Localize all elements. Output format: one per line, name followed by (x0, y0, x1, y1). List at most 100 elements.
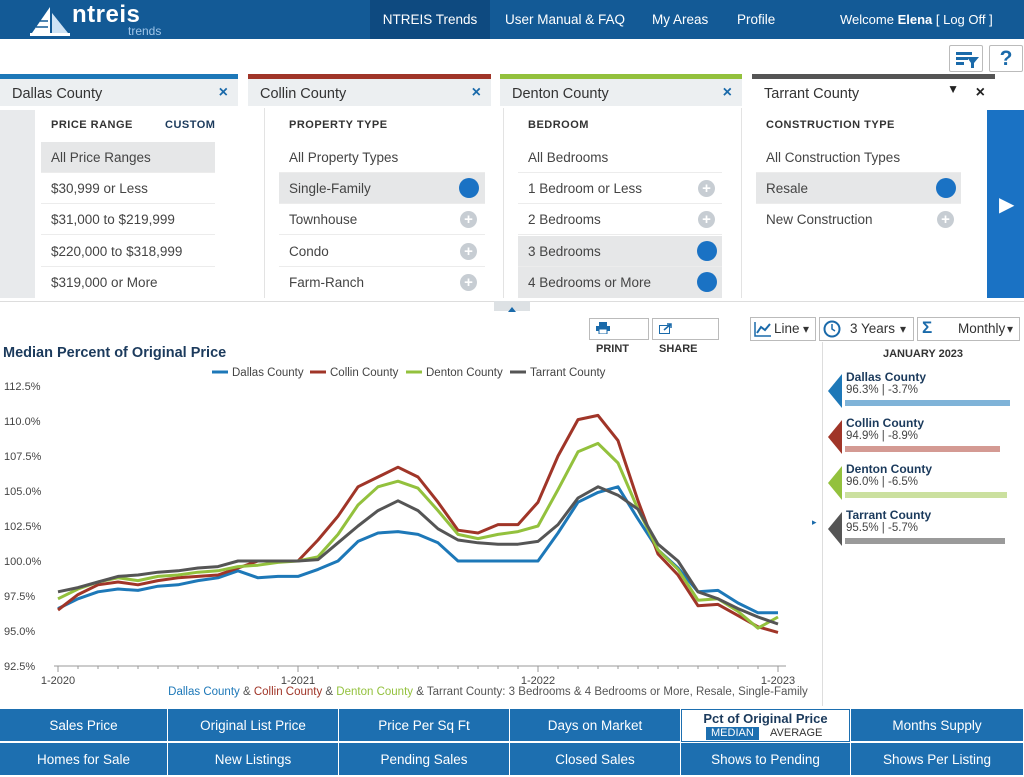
bedroom-option[interactable]: All Bedrooms (518, 142, 722, 173)
tab-dallas-county[interactable]: Dallas County × (0, 74, 238, 106)
marker-icon (828, 420, 842, 454)
nav-user-manual[interactable]: User Manual & FAQ (505, 12, 626, 27)
tab-collin-county[interactable]: Collin County × (248, 74, 491, 106)
next-filter-strip[interactable]: ▶ (987, 110, 1024, 298)
building-logo-icon (30, 7, 70, 36)
tab-original-list-price[interactable]: Original List Price (168, 709, 339, 742)
selected-dot-icon[interactable] (697, 272, 717, 292)
construction-option[interactable]: Resale (756, 173, 961, 204)
selected-dot-icon[interactable] (697, 241, 717, 261)
welcome-text: Welcome Elena [ Log Off ] (840, 0, 993, 39)
side-expand-icon[interactable]: ▸ (812, 517, 817, 527)
tab-sales-price[interactable]: Sales Price (0, 709, 168, 742)
y-tick-label: 102.5% (4, 521, 42, 533)
construction-option[interactable]: All Construction Types (756, 142, 961, 173)
property-type-heading: PROPERTY TYPE (289, 119, 388, 131)
y-tick-label: 112.5% (4, 381, 41, 393)
nav-profile[interactable]: Profile (737, 12, 776, 27)
close-icon[interactable]: × (218, 84, 228, 101)
add-plus-icon[interactable]: + (460, 243, 477, 260)
tab-new-listings[interactable]: New Listings (168, 743, 339, 776)
close-icon[interactable]: × (722, 84, 732, 101)
y-tick-label: 105.0% (4, 486, 42, 498)
chart-type-select[interactable]: Line ▾ (750, 317, 816, 341)
side-item-dallas[interactable]: Dallas County 96.3% | -3.7% (828, 370, 1018, 414)
print-button[interactable]: PRINT (589, 318, 649, 355)
close-icon[interactable]: × (471, 84, 481, 101)
bedroom-option[interactable]: 3 Bedrooms (518, 236, 722, 267)
chevron-down-icon: ▾ (1007, 322, 1014, 336)
ntreis-logo[interactable]: ntreis trends (28, 1, 168, 38)
add-plus-icon[interactable]: + (937, 211, 954, 228)
tab-shows-per-listing[interactable]: Shows Per Listing (851, 743, 1024, 776)
add-plus-icon[interactable]: + (460, 274, 477, 291)
side-item-collin[interactable]: Collin County 94.9% | -8.9% (828, 416, 1018, 460)
side-item-bar (845, 538, 1005, 544)
metric-tabs: Sales Price Original List Price Price Pe… (0, 709, 1024, 777)
bedroom-heading: BEDROOM (528, 119, 589, 131)
tab-months-supply[interactable]: Months Supply (851, 709, 1024, 742)
add-plus-icon[interactable]: + (698, 211, 715, 228)
help-button[interactable]: ? (989, 45, 1023, 72)
side-item-tarrant[interactable]: Tarrant County 95.5% | -5.7% (828, 508, 1018, 552)
price-range-heading: PRICE RANGE (51, 119, 133, 131)
bedroom-option[interactable]: 1 Bedroom or Less (518, 173, 722, 204)
construction-option[interactable]: New Construction (766, 212, 873, 227)
tab-label: Collin County (260, 86, 347, 102)
y-tick-label: 110.0% (4, 416, 41, 428)
tab-pct-original-price[interactable]: Pct of Original Price MEDIAN AVERAGE (681, 709, 850, 742)
property-option[interactable]: Farm-Ranch (289, 275, 365, 290)
side-item-denton[interactable]: Denton County 96.0% | -6.5% (828, 462, 1018, 506)
logout-link[interactable]: [ Log Off ] (932, 12, 993, 27)
price-option[interactable]: All Price Ranges (41, 142, 215, 173)
bedroom-option[interactable]: 2 Bedrooms (518, 204, 722, 235)
tab-shows-to-pending[interactable]: Shows to Pending (681, 743, 851, 776)
x-tick-label: 1-2020 (41, 675, 75, 686)
collapse-filters-handle[interactable] (494, 301, 530, 312)
side-item-value: 95.5% | -5.7% (846, 522, 919, 534)
selected-dot-icon[interactable] (459, 178, 479, 198)
side-date: JANUARY 2023 (882, 348, 964, 360)
x-tick-label: 1-2023 (761, 675, 795, 686)
time-range-select[interactable]: 3 Years ▾ (819, 317, 914, 341)
share-button[interactable]: SHARE (652, 318, 719, 355)
price-option[interactable]: $31,000 to $219,999 (41, 204, 215, 235)
median-toggle[interactable]: MEDIAN (706, 727, 759, 740)
close-icon[interactable]: × (975, 84, 985, 101)
legend-label: Tarrant County (530, 367, 606, 379)
aggregation-select[interactable]: Σ Monthly ▾ (917, 317, 1020, 341)
bedroom-option[interactable]: 4 Bedrooms or More (518, 267, 722, 298)
caption-amp: & (239, 686, 254, 698)
tab-denton-county[interactable]: Denton County × (500, 74, 742, 106)
selected-dot-icon[interactable] (936, 178, 956, 198)
average-toggle[interactable]: AVERAGE (770, 727, 823, 739)
line-chart: Dallas County Collin County Denton County T… (4, 367, 795, 686)
add-plus-icon[interactable]: + (698, 180, 715, 197)
x-tick-label: 1-2021 (281, 675, 315, 686)
help-icon: ? (999, 47, 1013, 70)
tab-pending-sales[interactable]: Pending Sales (339, 743, 510, 776)
active-tab-title: Pct of Original Price (703, 711, 828, 726)
property-option[interactable]: Townhouse (279, 204, 485, 235)
property-option[interactable]: Condo (279, 236, 485, 267)
tab-tarrant-county[interactable]: Tarrant County ▼ × (752, 74, 995, 108)
left-scroll-strip[interactable] (0, 110, 35, 298)
chevron-down-icon[interactable]: ▼ (947, 82, 959, 96)
property-option[interactable]: Single-Family (279, 173, 485, 204)
nav-my-areas[interactable]: My Areas (652, 12, 709, 27)
filter-map-button[interactable] (949, 45, 983, 72)
tab-homes-for-sale[interactable]: Homes for Sale (0, 743, 168, 776)
add-plus-icon[interactable]: + (460, 211, 477, 228)
price-option[interactable]: $220,000 to $318,999 (41, 236, 215, 267)
property-option[interactable]: All Property Types (279, 142, 485, 173)
tab-closed-sales[interactable]: Closed Sales (510, 743, 681, 776)
side-item-value: 96.0% | -6.5% (846, 476, 919, 488)
y-tick-label: 92.5% (4, 661, 35, 673)
tab-price-per-sq-ft[interactable]: Price Per Sq Ft (339, 709, 510, 742)
nav-ntreis-trends[interactable]: NTREIS Trends (370, 0, 490, 39)
chevron-down-icon: ▾ (900, 322, 907, 336)
price-option[interactable]: $30,999 or Less (41, 173, 215, 204)
price-option[interactable]: $319,000 or More (51, 275, 158, 290)
tab-days-on-market[interactable]: Days on Market (510, 709, 681, 742)
custom-price-link[interactable]: CUSTOM (165, 119, 216, 131)
